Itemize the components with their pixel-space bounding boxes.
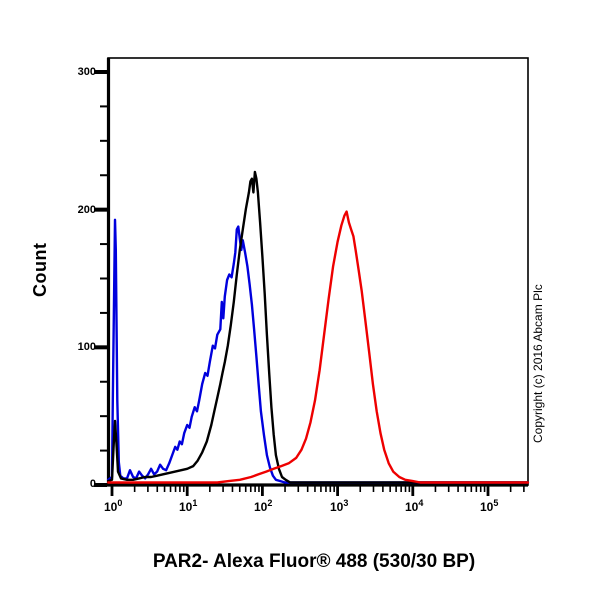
plot-frame: [107, 57, 529, 486]
x-tick-label-1e2: 102: [254, 498, 273, 514]
red-curve: [106, 210, 530, 484]
y-tick-label-100: 100: [77, 341, 96, 353]
x-axis-title: PAR2- Alexa Fluor® 488 (530/30 BP): [152, 551, 476, 572]
x-tick-label-1e5: 105: [480, 498, 499, 514]
y-tick-label-200: 200: [77, 204, 96, 216]
x-tick-label-1e4: 104: [405, 498, 424, 514]
y-axis-title: Count: [30, 242, 50, 298]
y-tick-label-0: 0: [89, 478, 96, 490]
x-tick-label-1e1: 101: [179, 498, 198, 514]
x-tick-label-1e0: 100: [104, 498, 123, 514]
black-curve: [106, 170, 530, 484]
copyright-text: Copyright (c) 2016 Abcam Plc: [531, 284, 545, 444]
blue-curve: [106, 218, 530, 484]
x-tick-label-1e3: 103: [330, 498, 349, 514]
y-tick-label-300: 300: [77, 66, 96, 78]
